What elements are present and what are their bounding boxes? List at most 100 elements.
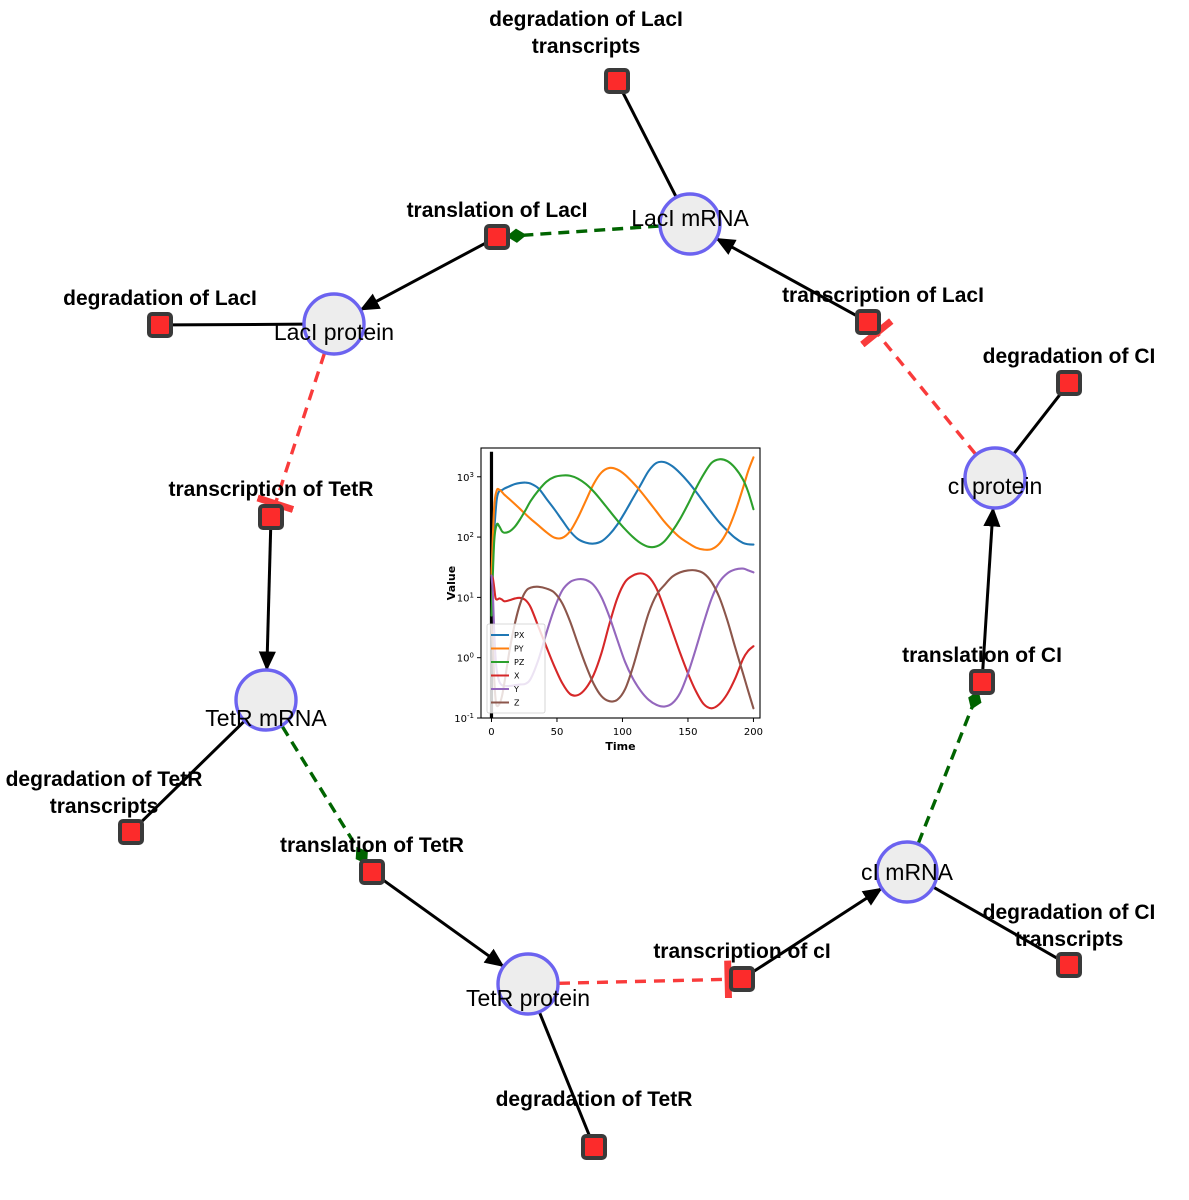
reaction-label-trl_ci: translation of CI	[902, 644, 1062, 667]
species-circle[interactable]	[875, 840, 939, 904]
label-layer: LacI mRNA LacI protein TetR mRNA TetR prote…	[6, 8, 1156, 1111]
series-line-X	[490, 572, 755, 710]
edge-trl_ci-to-ci_protein	[981, 506, 1001, 672]
edge-trl_tetr-to-tetr_protein	[380, 877, 505, 968]
reaction-square[interactable]	[118, 819, 144, 845]
reaction-node-tx_tetr[interactable]	[258, 504, 284, 530]
reaction-node-deg_tetr[interactable]	[581, 1134, 607, 1160]
edge-deg_laci-to-laci_protein	[170, 322, 304, 327]
reaction-label-deg_laci: degradation of LacI	[63, 287, 257, 310]
reaction-node-deg_ci[interactable]	[1056, 370, 1082, 396]
reaction-square[interactable]	[855, 309, 881, 335]
y-axis-title: Value	[445, 566, 458, 600]
edge-layer	[137, 90, 1064, 1138]
species-circle[interactable]	[496, 952, 560, 1016]
edge-laci_protein-to-tx_tetr	[256, 352, 326, 513]
x-tick-label: 150	[678, 727, 697, 738]
series-line-PZ	[490, 458, 755, 617]
species-label-tetr_mrna: TetR mRNA	[205, 705, 327, 731]
legend-label-PY: PY	[514, 645, 524, 654]
legend-box	[486, 623, 546, 714]
reaction-square[interactable]	[258, 504, 284, 530]
reaction-square[interactable]	[484, 224, 510, 250]
legend-label-PZ: PZ	[514, 658, 525, 667]
species-circle[interactable]	[302, 292, 366, 356]
reaction-square[interactable]	[969, 669, 995, 695]
species-label-ci_mrna: cI mRNA	[861, 859, 954, 885]
reaction-square[interactable]	[581, 1134, 607, 1160]
legend-label-Z: Z	[514, 699, 520, 708]
edge-trl_laci-to-laci_protein	[359, 240, 489, 311]
y-tick-label: 103	[457, 471, 474, 484]
reaction-square[interactable]	[1056, 370, 1082, 396]
series-line-PY	[490, 456, 755, 577]
y-tick-label: 101	[457, 591, 474, 604]
edge-deg_ci-to-ci_protein	[1012, 390, 1064, 455]
reaction-label-trl_tetr: translation of TetR	[280, 834, 464, 857]
species-node-tetr_mrna[interactable]	[234, 668, 298, 732]
legend-label-PX: PX	[514, 631, 525, 640]
y-tick-label: 100	[457, 652, 474, 665]
species-label-ci_protein: cI protein	[948, 473, 1043, 499]
reaction-square[interactable]	[359, 859, 385, 885]
edge-tx_laci-to-laci_mrna	[715, 237, 860, 319]
reaction-square[interactable]	[604, 68, 630, 94]
reaction-square[interactable]	[147, 312, 173, 338]
reaction-node-deg_laci[interactable]	[147, 312, 173, 338]
species-node-tetr_protein[interactable]	[496, 952, 560, 1016]
edge-laci_mrna-to-trl_laci	[506, 224, 660, 243]
node-layer	[118, 68, 1082, 1160]
reaction-label-trl_laci: translation of LacI	[407, 199, 588, 222]
legend-label-X: X	[514, 672, 520, 681]
reaction-node-trl_ci[interactable]	[969, 669, 995, 695]
series-line-PX	[490, 460, 755, 577]
edge-tx_ci-to-ci_mrna	[750, 887, 883, 975]
species-node-laci_protein[interactable]	[302, 292, 366, 356]
species-node-laci_mrna[interactable]	[658, 192, 722, 256]
species-label-tetr_protein: TetR protein	[466, 985, 590, 1011]
reaction-label-tx_laci: transcription of LacI	[782, 284, 984, 307]
reaction-label-deg_tetr: degradation of TetR	[496, 1088, 693, 1111]
reaction-node-deg_ci_tx[interactable]	[1056, 952, 1082, 978]
reaction-node-trl_tetr[interactable]	[359, 859, 385, 885]
x-tick-label: 200	[744, 727, 763, 738]
timecourse-plot: 0 50 100 150 20010-1100101102103TimeValuePXP…	[445, 432, 769, 762]
reaction-node-trl_laci[interactable]	[484, 224, 510, 250]
legend-label-Y: Y	[513, 685, 519, 694]
y-tick-label: 102	[457, 531, 474, 544]
species-circle[interactable]	[963, 446, 1027, 510]
species-circle[interactable]	[658, 192, 722, 256]
species-circle[interactable]	[234, 668, 298, 732]
reaction-square[interactable]	[1056, 952, 1082, 978]
plot-legend: PX PY PZ XYZ	[486, 623, 546, 714]
edge-deg_tetr-to-tetr_protein	[538, 1012, 592, 1138]
edge-tx_tetr-to-tetr_mrna	[258, 527, 276, 671]
reaction-label-tx_tetr: transcription of TetR	[169, 478, 374, 501]
edge-tetr_mrna-to-trl_tetr	[280, 725, 368, 865]
edge-deg_laci_tx-to-laci_mrna	[620, 90, 678, 198]
x-tick-label: 50	[551, 727, 564, 738]
species-node-ci_protein[interactable]	[963, 446, 1027, 510]
x-tick-label: 0	[488, 727, 494, 738]
reaction-label-deg_ci_tx: degradation of CI transcripts	[983, 901, 1156, 951]
x-axis-title: Time	[605, 740, 635, 753]
edge-tetr_protein-to-tx_ci	[558, 960, 732, 999]
reaction-label-tx_ci: transcription of cI	[653, 940, 830, 963]
edge-ci_protein-to-tx_laci	[860, 318, 977, 456]
x-tick-label: 100	[613, 727, 632, 738]
reaction-label-deg_laci_tx: degradation of LacI transcripts	[489, 8, 683, 58]
reaction-node-tx_laci[interactable]	[855, 309, 881, 335]
edge-deg_ci_tx-to-ci_mrna	[933, 886, 1061, 961]
reaction-node-deg_laci_tx[interactable]	[604, 68, 630, 94]
y-tick-label: 10-1	[454, 712, 474, 725]
species-node-ci_mrna[interactable]	[875, 840, 939, 904]
edge-deg_tetr_tx-to-tetr_mrna	[137, 720, 245, 826]
species-label-laci_protein: LacI protein	[274, 319, 394, 345]
reaction-label-deg_ci: degradation of CI	[983, 345, 1156, 368]
reaction-node-deg_tetr_tx[interactable]	[118, 819, 144, 845]
reaction-label-deg_tetr_tx: degradation of TetR transcripts	[6, 768, 203, 818]
reaction-square[interactable]	[729, 966, 755, 992]
reaction-node-tx_ci[interactable]	[729, 966, 755, 992]
